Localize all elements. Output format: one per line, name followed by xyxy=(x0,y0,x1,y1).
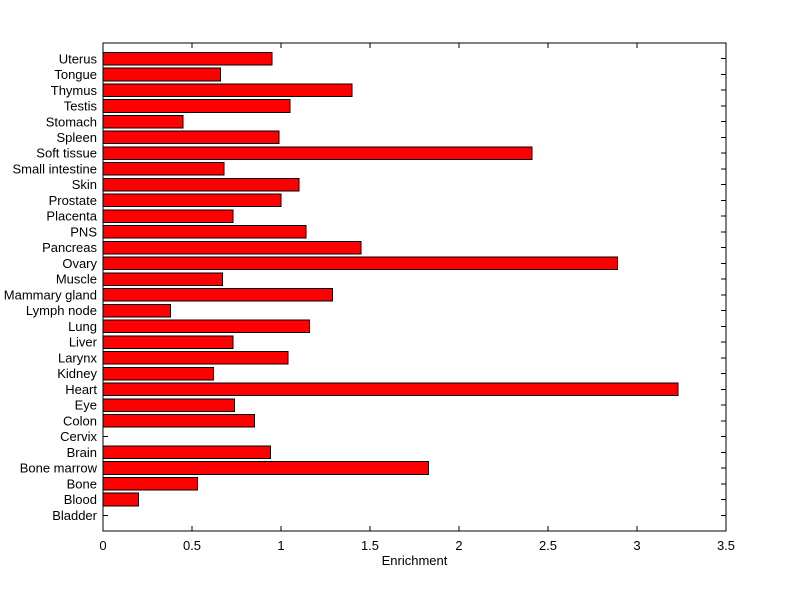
bar-thymus xyxy=(102,83,353,98)
bar-mammary-gland xyxy=(102,288,334,302)
y-tick-label: Tongue xyxy=(54,67,97,82)
y-tick-label: Testis xyxy=(64,99,98,114)
y-tick-label: Placenta xyxy=(46,209,97,224)
bar-pancreas xyxy=(102,240,362,255)
y-tick-label: Larynx xyxy=(58,350,98,365)
bar-pns xyxy=(102,225,307,239)
y-tick-label: Brain xyxy=(67,445,97,460)
y-tick-label: Kidney xyxy=(57,366,97,381)
bar-bone-marrow xyxy=(102,461,430,475)
x-tick-label: 1.5 xyxy=(361,538,379,553)
x-axis-label: Enrichment xyxy=(382,553,448,568)
x-tick-label: 3.5 xyxy=(717,538,735,553)
x-tick-label: 1 xyxy=(277,538,284,553)
bar-bone xyxy=(102,476,198,491)
y-tick-label: Lung xyxy=(68,319,97,334)
plot-box xyxy=(102,42,727,532)
bar-blood xyxy=(102,492,140,507)
y-tick-label: Uterus xyxy=(59,51,98,66)
bar-skin xyxy=(102,177,300,192)
y-tick-label: Blood xyxy=(64,492,97,507)
bar-tongue xyxy=(102,67,221,82)
y-tick-label: Thymus xyxy=(51,83,98,98)
y-tick-label: Soft tissue xyxy=(36,146,97,161)
y-tick-label: Cervix xyxy=(60,429,97,444)
y-tick-label: Stomach xyxy=(46,114,97,129)
bar-brain xyxy=(102,445,271,460)
y-tick-label: Liver xyxy=(69,335,98,350)
bar-placenta xyxy=(102,209,234,223)
bar-colon xyxy=(102,414,255,428)
x-tick-label: 0.5 xyxy=(183,538,201,553)
bar-ovary xyxy=(102,256,618,271)
x-tick-label: 0 xyxy=(99,538,106,553)
bar-prostate xyxy=(102,193,282,208)
bar-lymph-node xyxy=(102,303,172,318)
bar-soft-tissue xyxy=(102,146,533,160)
y-tick-label: Pancreas xyxy=(42,240,97,255)
y-tick-label: PNS xyxy=(70,224,97,239)
y-tick-label: Heart xyxy=(65,382,97,397)
bar-uterus xyxy=(102,51,273,66)
y-tick-label: Bladder xyxy=(52,508,97,523)
y-tick-label: Small intestine xyxy=(12,161,97,176)
bar-kidney xyxy=(102,366,214,381)
bar-liver xyxy=(102,335,234,349)
x-tick-label: 2.5 xyxy=(539,538,557,553)
bar-heart xyxy=(102,382,679,397)
bar-spleen xyxy=(102,130,280,145)
y-tick-label: Mammary gland xyxy=(4,287,97,302)
bar-testis xyxy=(102,99,291,113)
x-tick-label: 3 xyxy=(633,538,640,553)
bar-muscle xyxy=(102,272,223,286)
y-tick-label: Eye xyxy=(75,398,97,413)
y-tick-label: Skin xyxy=(72,177,97,192)
bar-lung xyxy=(102,319,310,334)
y-tick-label: Ovary xyxy=(62,256,97,271)
x-tick-label: 2 xyxy=(455,538,462,553)
y-tick-label: Bone xyxy=(67,476,97,491)
bar-eye xyxy=(102,398,236,412)
y-tick-label: Lymph node xyxy=(26,303,97,318)
bar-stomach xyxy=(102,114,184,129)
bar-larynx xyxy=(102,351,289,365)
y-tick-label: Spleen xyxy=(57,130,97,145)
y-tick-label: Prostate xyxy=(49,193,97,208)
bar-small-intestine xyxy=(102,162,225,176)
y-tick-label: Colon xyxy=(63,413,97,428)
y-tick-label: Muscle xyxy=(56,272,97,287)
y-tick-label: Bone marrow xyxy=(20,461,98,476)
